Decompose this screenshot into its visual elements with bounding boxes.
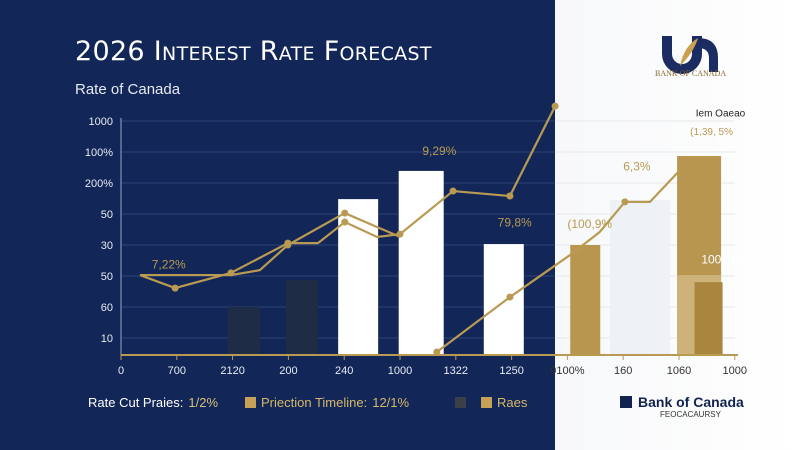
y-tick-label: 30 xyxy=(101,240,113,252)
data-label: Iem Oaeao xyxy=(696,108,746,119)
bar xyxy=(483,244,524,355)
bar xyxy=(570,245,601,355)
x-tick-label: 2120 xyxy=(220,365,244,377)
data-label: 9,29% xyxy=(422,144,456,158)
series-point xyxy=(551,102,559,110)
data-label: 7,22% xyxy=(152,257,186,271)
series-point xyxy=(341,209,349,217)
x-tick-label: 1322 xyxy=(444,365,468,377)
series-point xyxy=(621,198,629,206)
x-tick-label: 1250 xyxy=(499,365,523,377)
series-point xyxy=(506,293,514,301)
y-tick-label: 50 xyxy=(101,209,113,221)
legend-label: Rate Cut Praies: xyxy=(88,395,184,410)
series-point xyxy=(449,187,457,195)
page-title: 2026 Interest Rate Forecast xyxy=(75,36,432,67)
legend-item-projection: Priection Timeline: 12/1% xyxy=(245,395,409,410)
legend-value: 1/2% xyxy=(188,395,219,410)
bank-logo xyxy=(662,36,718,74)
series-point xyxy=(284,241,292,249)
y-tick-label: 200% xyxy=(85,178,113,190)
series-point xyxy=(171,284,179,292)
data-label: (100,9% xyxy=(567,217,612,231)
legend-value: 12/1% xyxy=(372,395,410,410)
x-tick-label: 1000 xyxy=(388,365,412,377)
bar xyxy=(227,307,260,355)
bar xyxy=(694,282,723,355)
y-tick-label: 100% xyxy=(85,147,113,159)
y-tick-label: 1000 xyxy=(89,116,113,128)
navy-panel xyxy=(0,0,555,450)
legend-swatch xyxy=(245,397,256,408)
y-tick-label: 60 xyxy=(101,302,113,314)
legend-label: Raes xyxy=(497,395,528,410)
x-tick-label: 200 xyxy=(279,365,297,377)
legend-item-rate-cut: Rate Cut Praies: 1/2% xyxy=(88,395,218,410)
page-subtitle: Rate of Canada xyxy=(75,81,181,98)
logo-text: BANK OF CANADA xyxy=(655,69,727,78)
legend-swatch xyxy=(481,397,492,408)
legend-label: Priection Timeline: xyxy=(261,395,368,410)
bar-faint xyxy=(610,200,670,355)
series-point xyxy=(433,348,441,356)
y-tick-label: 10 xyxy=(101,333,113,345)
brand-label: Bank of Canada xyxy=(638,394,744,410)
bar xyxy=(285,280,318,355)
data-label: 79,8% xyxy=(498,215,532,229)
brand-name: Bank of Canada xyxy=(620,394,744,410)
legend-swatch xyxy=(455,397,466,408)
bar xyxy=(398,170,444,355)
x-tick-label: 160 xyxy=(614,365,632,377)
data-label: 6,3% xyxy=(623,160,651,174)
x-tick-label: 1000 xyxy=(723,365,747,377)
brand-subtitle: FEOCACAURSY xyxy=(660,410,721,419)
x-tick-label: 1060 xyxy=(667,365,691,377)
x-tick-label: 700 xyxy=(168,365,186,377)
legend-item-rates: Raes xyxy=(455,395,527,410)
series-line-2 xyxy=(139,211,401,277)
series-point xyxy=(341,218,349,226)
x-tick-label: 240 xyxy=(335,365,353,377)
brand-swatch xyxy=(620,396,632,408)
data-label: 100 8% xyxy=(701,253,742,267)
series-point xyxy=(506,192,514,200)
x-tick-label: 0 xyxy=(118,365,124,377)
data-label: (1,39, 5% xyxy=(690,127,733,138)
x-tick-label: 9100% xyxy=(550,365,584,377)
y-tick-label: 50 xyxy=(101,271,113,283)
